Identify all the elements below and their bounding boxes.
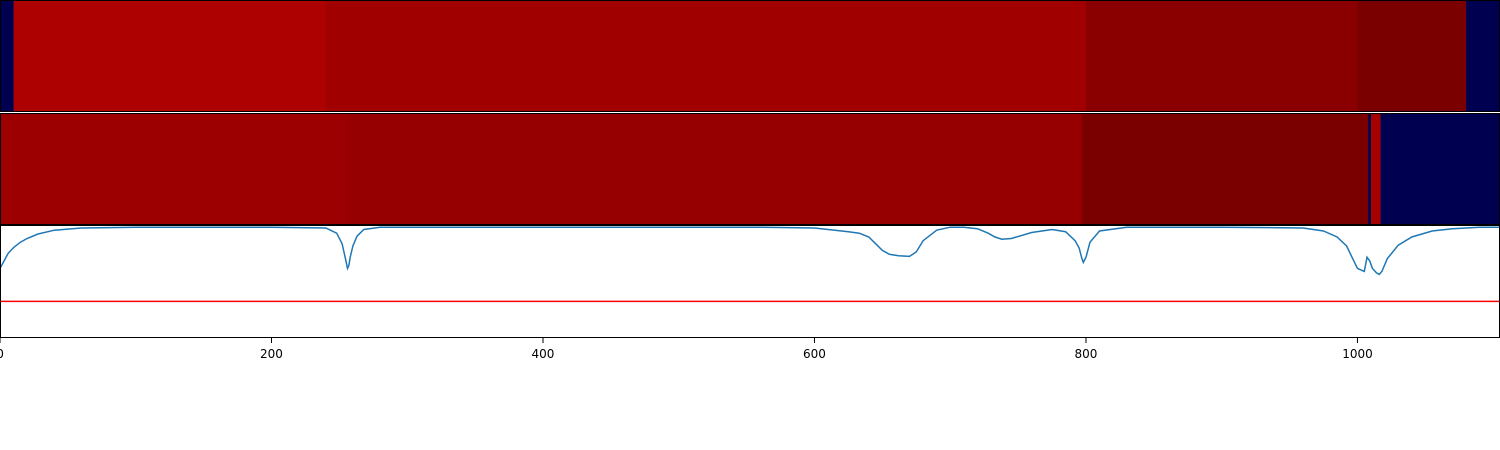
- heatmap-bands: [0, 0, 1500, 225]
- x-tick-label: 400: [532, 347, 555, 361]
- band-1-segment: [1466, 0, 1500, 112]
- band-1-segment: [0, 0, 14, 112]
- band-2-segment: [347, 113, 1083, 225]
- band-1-segment: [13, 0, 327, 112]
- band-2-segment: [1081, 113, 1369, 225]
- band-2-segment: [0, 113, 348, 225]
- band-2-segment: [1368, 113, 1372, 225]
- band-2-segment: [1371, 113, 1381, 225]
- x-tick-label: 200: [260, 347, 283, 361]
- x-tick-label: 0: [0, 347, 4, 361]
- line-panel: [0, 225, 1500, 338]
- band-2-segment: [1380, 113, 1500, 225]
- x-tick-label: 600: [803, 347, 826, 361]
- band-1-segment: [1357, 0, 1467, 112]
- x-tick-label: 1000: [1342, 347, 1373, 361]
- x-tick-label: 800: [1075, 347, 1098, 361]
- line-panel-frame: [0, 225, 1500, 338]
- band-1-segment: [1085, 0, 1358, 112]
- band-1-segment: [325, 0, 1087, 112]
- series-line: [0, 226, 1500, 276]
- x-axis: 0 200 400 600 800 1000: [0, 338, 1373, 361]
